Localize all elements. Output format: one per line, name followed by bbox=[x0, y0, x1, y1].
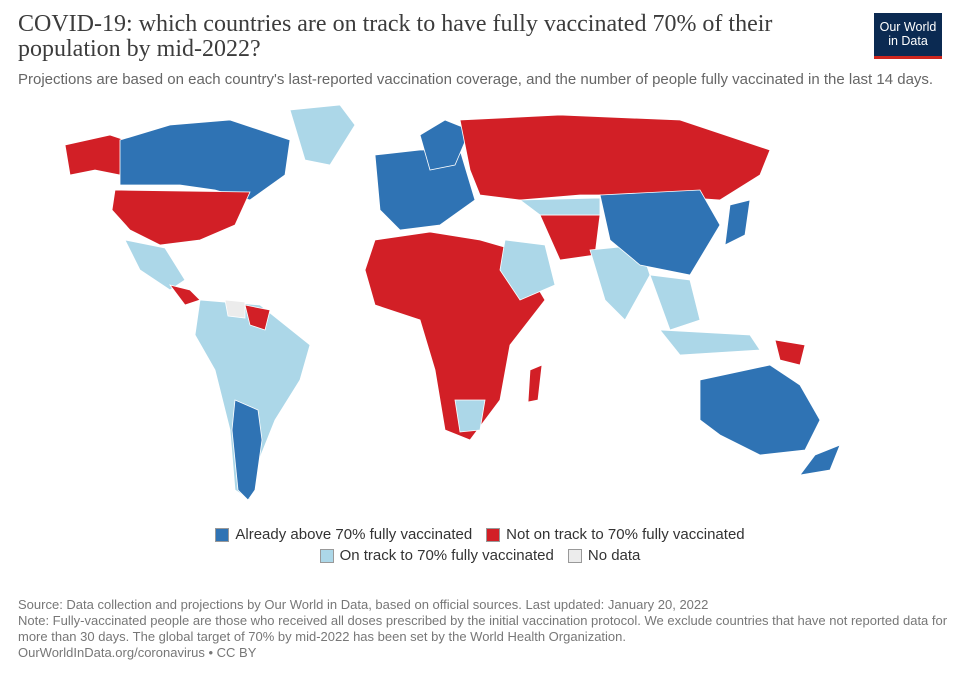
southern-africa bbox=[454, 399, 486, 433]
footer: Source: Data collection and projections … bbox=[18, 597, 948, 661]
japan bbox=[724, 199, 751, 246]
legend-label: Already above 70% fully vaccinated bbox=[235, 526, 473, 543]
world-map bbox=[64, 105, 841, 501]
madagascar bbox=[527, 364, 543, 403]
legend-item[interactable]: Not on track to 70% fully vaccinated bbox=[486, 526, 745, 543]
new-zealand bbox=[799, 444, 841, 476]
alaska bbox=[64, 134, 126, 176]
logo[interactable]: Our World in Data bbox=[874, 13, 942, 59]
legend-label: On track to 70% fully vaccinated bbox=[339, 547, 554, 564]
legend-label: Not on track to 70% fully vaccinated bbox=[506, 526, 745, 543]
southern-cone bbox=[231, 399, 263, 501]
mexico bbox=[124, 239, 186, 291]
legend-swatch bbox=[215, 527, 230, 542]
venezuela bbox=[244, 304, 271, 331]
url[interactable]: OurWorldInData.org/coronavirus • CC BY bbox=[18, 645, 257, 660]
indonesia bbox=[659, 329, 761, 356]
title: COVID-19: which countries are on track t… bbox=[18, 11, 773, 62]
logo-line: in Data bbox=[888, 34, 928, 48]
logo-line: Our World bbox=[879, 20, 937, 34]
australia bbox=[699, 364, 821, 456]
greenland bbox=[289, 105, 356, 166]
canada bbox=[119, 119, 291, 201]
scandinavia bbox=[419, 119, 471, 171]
central-asia bbox=[518, 197, 601, 216]
legend: Already above 70% fully vaccinated Not o… bbox=[0, 526, 960, 543]
legend-item[interactable]: On track to 70% fully vaccinated bbox=[319, 547, 554, 564]
papua-new-guinea bbox=[774, 339, 806, 366]
legend-item[interactable]: No data bbox=[567, 547, 641, 564]
china bbox=[599, 189, 721, 276]
central-america bbox=[169, 284, 201, 306]
note: Note: Fully-vaccinated people are those … bbox=[18, 613, 948, 644]
legend-swatch bbox=[567, 548, 582, 563]
russia bbox=[459, 114, 771, 201]
usa bbox=[111, 189, 251, 246]
legend-item[interactable]: Already above 70% fully vaccinated bbox=[215, 526, 472, 543]
source: Source: Data collection and projections … bbox=[18, 597, 709, 612]
subtitle: Projections are based on each country's … bbox=[18, 71, 934, 88]
no-data-region bbox=[224, 299, 246, 319]
arabia bbox=[499, 239, 556, 301]
legend-swatch bbox=[486, 527, 501, 542]
legend-label: No data bbox=[587, 547, 641, 564]
southeast-asia bbox=[649, 274, 701, 331]
africa bbox=[364, 231, 546, 441]
europe bbox=[374, 149, 476, 231]
legend: On track to 70% fully vaccinated No data bbox=[0, 547, 960, 564]
legend-swatch bbox=[319, 548, 334, 563]
